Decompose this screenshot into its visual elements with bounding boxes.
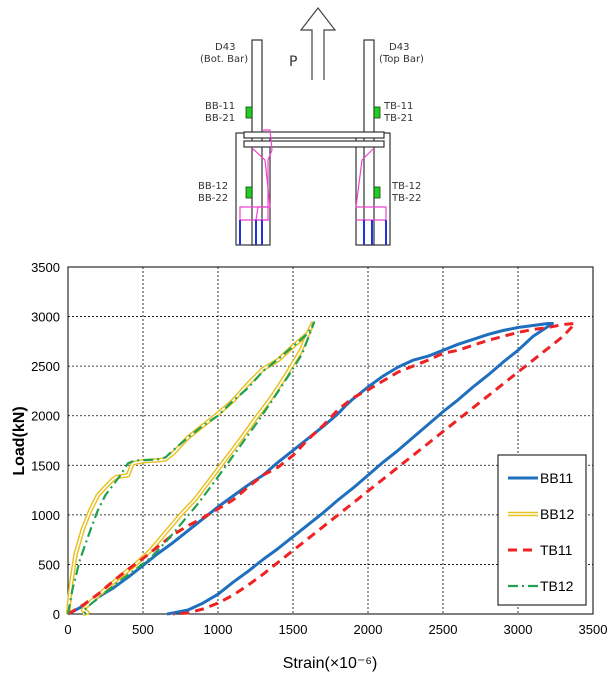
connector-plate-1 bbox=[243, 131, 385, 139]
series-lines bbox=[65, 321, 577, 617]
gauge-label-bb21: BB-21 bbox=[205, 113, 235, 124]
specimen-diagram: P D43 (Bot. Bar) D43 (Top Bar) BB-11 BB-… bbox=[198, 7, 424, 246]
x-tick-label: 0 bbox=[64, 622, 71, 637]
series-line-tb12 bbox=[66, 321, 316, 615]
left-bar-label-line2: (Bot. Bar) bbox=[200, 54, 248, 65]
x-tick-label: 1000 bbox=[204, 622, 233, 637]
gauge-label-bb11: BB-11 bbox=[205, 101, 235, 112]
legend-item-bb11: BB11 bbox=[508, 470, 573, 486]
gauge-label-tb11: TB-11 bbox=[383, 101, 413, 112]
y-tick-label: 1500 bbox=[31, 458, 60, 473]
legend-item-tb12: TB12 bbox=[508, 578, 574, 594]
strain-gauge-bb12 bbox=[245, 186, 253, 199]
right-bar-label-line1: D43 bbox=[389, 42, 409, 53]
x-tick-label: 3000 bbox=[504, 622, 533, 637]
legend-box bbox=[497, 454, 587, 606]
strain-gauge-bb11 bbox=[245, 106, 253, 119]
legend-label: BB12 bbox=[540, 506, 574, 522]
gauge-label-tb22: TB-22 bbox=[391, 193, 421, 204]
right-plate-taper bbox=[355, 147, 387, 221]
series-bb11 bbox=[67, 322, 554, 616]
series-line-bb11 bbox=[67, 322, 554, 616]
left-plate-taper bbox=[239, 147, 271, 221]
x-axis-title: Strain(×10⁻⁶) bbox=[283, 655, 378, 672]
load-strain-chart: 0 500 1000 1500 2000 2500 3000 3500 0 500 1000 150… bbox=[11, 260, 607, 672]
x-tick-label: 3500 bbox=[579, 622, 608, 637]
strain-gauge-tb11 bbox=[373, 106, 381, 119]
legend: BB11 BB12 TB11 TB12 bbox=[497, 454, 587, 606]
x-tick-label: 2500 bbox=[429, 622, 458, 637]
load-arrow-icon bbox=[299, 7, 337, 80]
legend-label: TB12 bbox=[540, 578, 574, 594]
gauge-label-bb22: BB-22 bbox=[198, 193, 228, 204]
connector-plate-2 bbox=[243, 140, 385, 148]
y-tick-label: 3000 bbox=[31, 310, 60, 325]
gauge-label-bb12: BB-12 bbox=[198, 181, 228, 192]
y-tick-label: 2500 bbox=[31, 359, 60, 374]
gauge-label-tb12: TB-12 bbox=[391, 181, 421, 192]
series-line-tb11 bbox=[67, 322, 577, 616]
legend-label: TB11 bbox=[540, 542, 573, 558]
legend-label: BB11 bbox=[540, 470, 573, 486]
y-tick-labels: 0 500 1000 1500 2000 2500 3000 3500 bbox=[31, 260, 60, 622]
y-tick-label: 2000 bbox=[31, 409, 60, 424]
left-bar-label-line1: D43 bbox=[215, 42, 235, 53]
legend-item-tb11: TB11 bbox=[508, 542, 573, 558]
legend-items: BB11 BB12 TB11 TB12 bbox=[508, 470, 574, 594]
y-tick-label: 3500 bbox=[31, 260, 60, 275]
gauge-label-tb21: TB-21 bbox=[383, 113, 413, 124]
x-tick-labels: 0 500 1000 1500 2000 2500 3000 3500 bbox=[64, 622, 607, 637]
series-line-bb12-inner bbox=[67, 322, 314, 615]
load-label: P bbox=[289, 54, 297, 70]
y-tick-label: 0 bbox=[53, 607, 60, 622]
x-tick-label: 1500 bbox=[279, 622, 308, 637]
x-tick-label: 500 bbox=[132, 622, 154, 637]
y-axis-title: Load(kN) bbox=[11, 406, 28, 475]
series-bb12 bbox=[65, 321, 315, 617]
series-tb11 bbox=[67, 322, 577, 616]
y-tick-label: 500 bbox=[38, 557, 60, 572]
strain-gauge-tb12 bbox=[373, 186, 381, 199]
legend-item-bb12: BB12 bbox=[508, 506, 574, 522]
series-tb12 bbox=[66, 321, 316, 615]
y-tick-label: 1000 bbox=[31, 508, 60, 523]
x-tick-label: 2000 bbox=[354, 622, 383, 637]
right-bar-label-line2: (Top Bar) bbox=[379, 54, 424, 65]
